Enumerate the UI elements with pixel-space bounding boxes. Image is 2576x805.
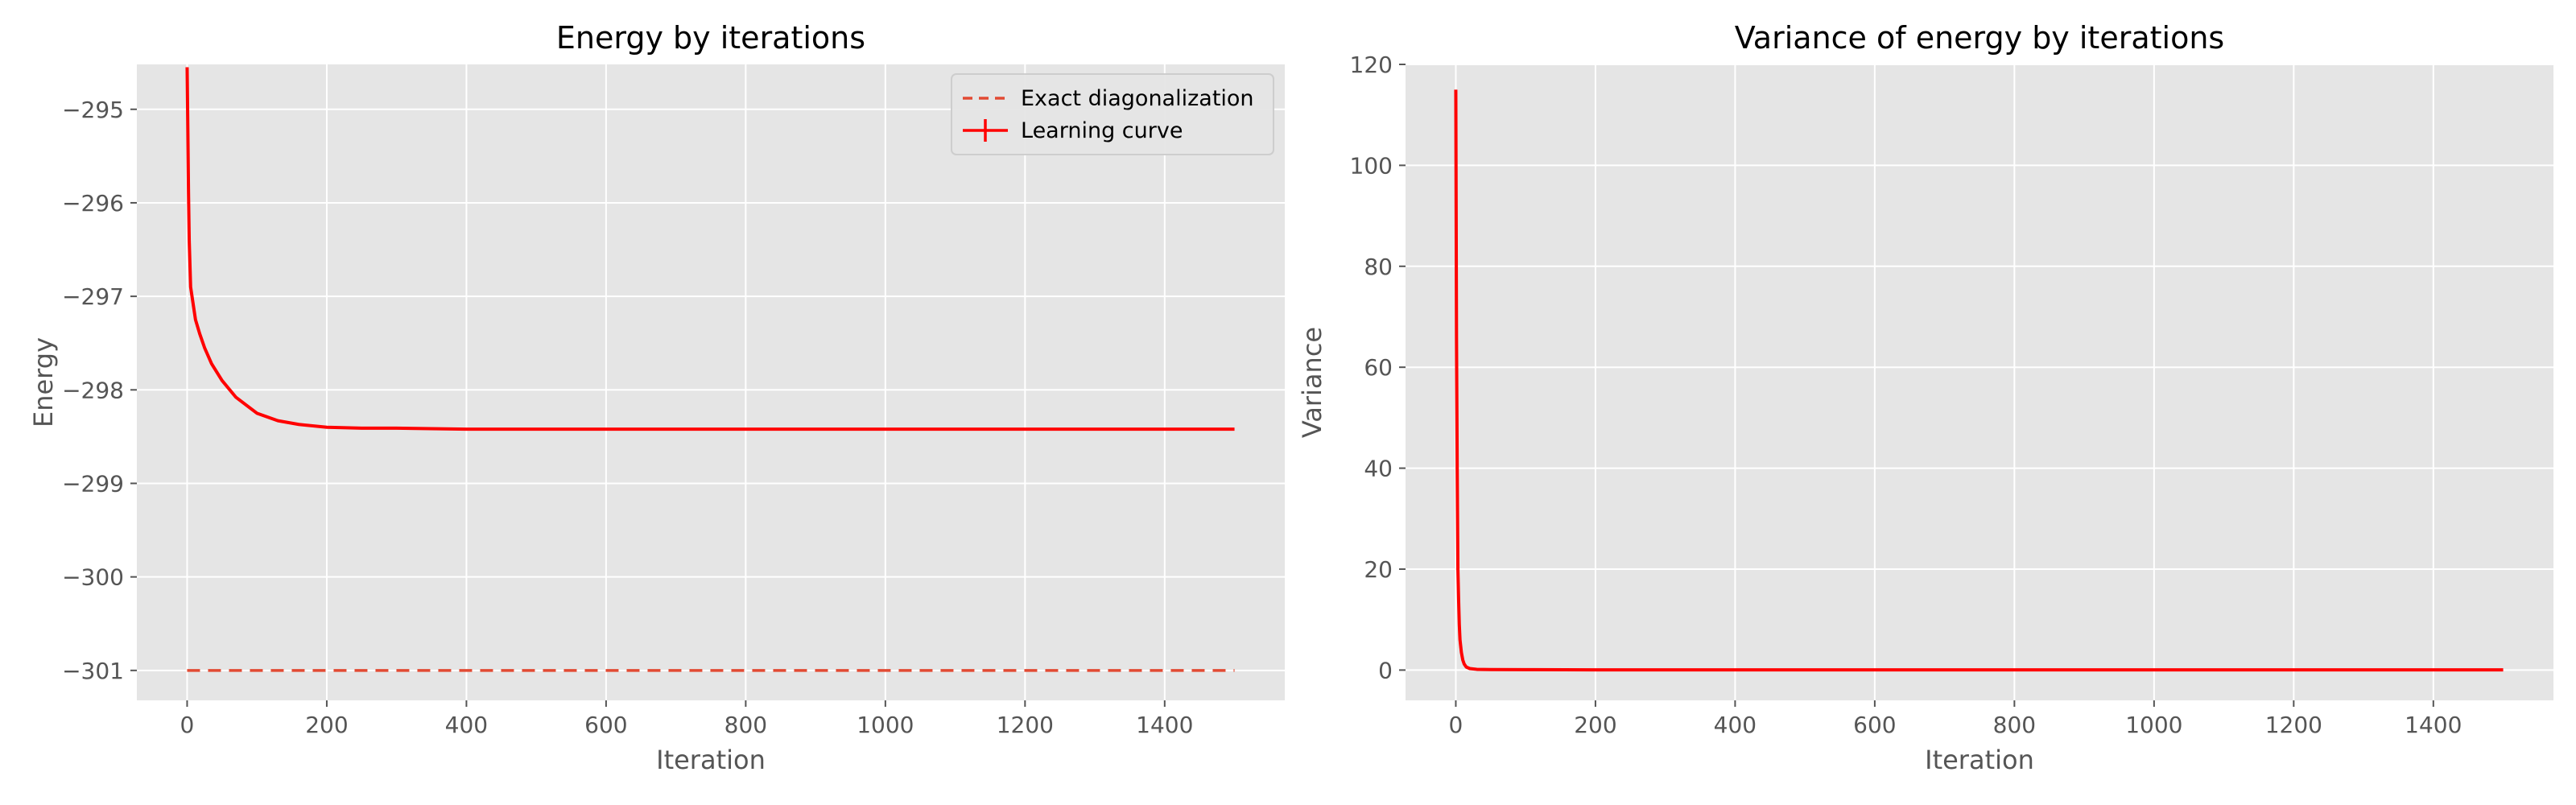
y-tick-label: 40: [1364, 456, 1393, 482]
x-axis-label: Iteration: [1925, 745, 2034, 775]
x-tick-label: 1000: [857, 712, 914, 738]
y-tick-label: −298: [62, 377, 124, 403]
x-tick-label: 600: [1853, 712, 1896, 738]
legend-label: Learning curve: [1021, 118, 1183, 143]
plot-area: [1406, 64, 2553, 700]
y-tick-label: −296: [62, 190, 124, 217]
x-tick-label: 0: [1449, 712, 1463, 738]
y-axis-label: Energy: [28, 337, 59, 427]
y-tick-label: 20: [1364, 556, 1393, 583]
y-tick-label: 100: [1350, 152, 1393, 179]
legend: Exact diagonalization Learning curve: [951, 73, 1274, 155]
x-tick-label: 600: [584, 712, 627, 738]
y-tick-label: −295: [62, 97, 124, 123]
x-tick-label: 1200: [997, 712, 1054, 738]
x-tick-label: 400: [1714, 712, 1757, 738]
y-tick-label: 120: [1350, 52, 1393, 78]
y-tick-label: −297: [62, 283, 124, 310]
x-tick-label: 1000: [2125, 712, 2182, 738]
y-tick-label: 60: [1364, 354, 1393, 381]
x-tick-label: 0: [180, 712, 195, 738]
chart-title: Variance of energy by iterations: [1735, 20, 2224, 56]
x-tick-label: 200: [305, 712, 348, 738]
x-tick-label: 400: [445, 712, 488, 738]
x-tick-label: 200: [1574, 712, 1616, 738]
x-tick-label: 800: [724, 712, 767, 738]
y-tick-label: −300: [62, 564, 124, 591]
energy-chart: 0 200 400 600 800 1000 1200 1400 −295 −296 −297 −29…: [28, 20, 1285, 775]
x-axis-label: Iteration: [656, 745, 766, 775]
x-tick-label: 1400: [2405, 712, 2462, 738]
x-tick-label: 1200: [2265, 712, 2322, 738]
legend-box: [951, 73, 1274, 155]
series-line: [1454, 89, 2504, 672]
y-axis-label: Variance: [1297, 327, 1327, 438]
legend-label: Exact diagonalization: [1021, 86, 1254, 111]
variance-chart: 0 200 400 600 800 1000 1200 1400 0 20 40 60 80 100 120…: [1297, 20, 2553, 775]
x-tick-label: 800: [1993, 712, 2036, 738]
y-tick-label: 80: [1364, 254, 1393, 280]
y-tick-label: 0: [1378, 657, 1393, 683]
y-tick-label: −301: [62, 658, 124, 684]
plot-area: [137, 64, 1285, 700]
x-tick-label: 1400: [1136, 712, 1193, 738]
learning-curve-line: [185, 67, 1235, 431]
chart-title: Energy by iterations: [556, 20, 865, 56]
y-tick-label: −299: [62, 470, 124, 497]
